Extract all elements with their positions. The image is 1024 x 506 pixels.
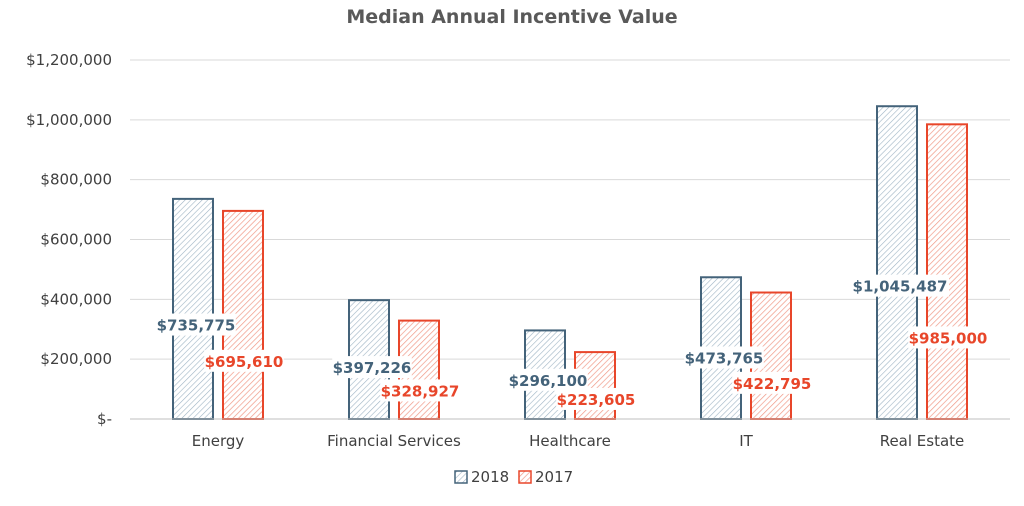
data-label-background — [508, 368, 588, 391]
data-label-2018: $296,100 — [509, 372, 588, 390]
x-tick-label: Real Estate — [880, 432, 965, 450]
y-tick-label: $800,000 — [40, 171, 112, 189]
data-label-2017: $328,927 — [381, 382, 460, 400]
chart-title: Median Annual Incentive Value — [346, 6, 678, 28]
x-tick-label: Financial Services — [327, 432, 461, 450]
y-tick-label: $1,000,000 — [26, 111, 112, 129]
data-label-2018: $1,045,487 — [853, 278, 948, 296]
data-label-2017: $985,000 — [909, 329, 988, 347]
bar-2018 — [172, 197, 214, 420]
y-tick-label: $- — [97, 410, 112, 428]
bar-2017 — [926, 123, 968, 420]
legend-label-2017: 2017 — [535, 468, 573, 486]
data-label-background — [204, 349, 284, 372]
data-label-2018: $473,765 — [685, 349, 764, 367]
y-tick-label: $400,000 — [40, 290, 112, 308]
data-label-background — [332, 356, 412, 379]
legend-label-2018: 2018 — [471, 468, 509, 486]
data-label-2018: $397,226 — [333, 359, 412, 377]
x-tick-label: IT — [739, 432, 753, 450]
data-label-background — [156, 313, 236, 336]
y-tick-label: $200,000 — [40, 350, 112, 368]
y-tick-label: $1,200,000 — [26, 51, 112, 69]
data-label-background — [908, 326, 988, 349]
data-label-2017: $223,605 — [557, 391, 636, 409]
data-label-background — [732, 371, 812, 394]
data-label-background — [684, 346, 764, 369]
x-tick-label: Energy — [192, 432, 245, 450]
x-tick-label: Healthcare — [529, 432, 611, 450]
bar-2018 — [876, 105, 918, 421]
data-label-2018: $735,775 — [157, 317, 236, 335]
legend-swatch-2017 — [518, 470, 532, 484]
data-label-background — [380, 379, 460, 402]
data-label-background — [556, 387, 636, 410]
data-label-background — [851, 274, 949, 297]
legend-swatch-2018 — [454, 470, 468, 484]
data-label-2017: $422,795 — [733, 375, 812, 393]
data-label-2017: $695,610 — [205, 353, 284, 371]
y-tick-label: $600,000 — [40, 231, 112, 249]
